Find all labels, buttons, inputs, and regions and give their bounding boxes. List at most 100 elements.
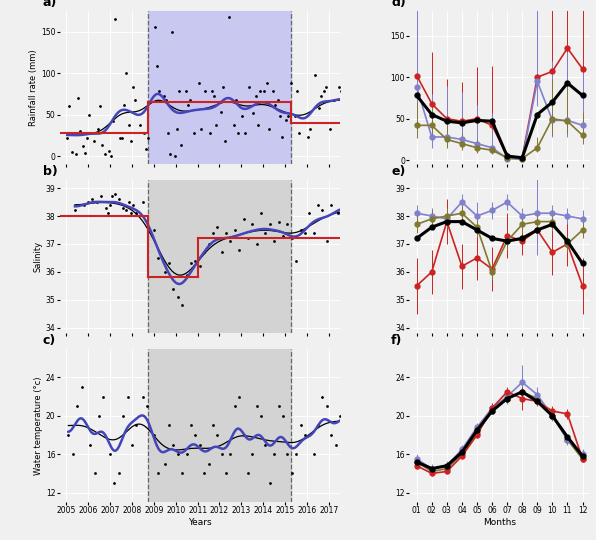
Point: [161, 95, 170, 104]
Point: [132, 209, 141, 218]
Point: [271, 100, 280, 109]
Point: [287, 234, 297, 242]
Point: [226, 237, 235, 246]
Point: [294, 129, 304, 137]
Bar: [148, 180, 291, 333]
Point: [187, 259, 196, 268]
X-axis label: Years: Years: [188, 518, 212, 527]
Point: [64, 431, 73, 440]
Point: [195, 262, 204, 271]
Point: [142, 402, 152, 410]
Point: [273, 95, 283, 104]
Point: [122, 69, 131, 77]
Point: [80, 148, 89, 157]
Point: [247, 450, 257, 458]
Point: [213, 223, 222, 232]
Point: [76, 127, 85, 136]
Point: [126, 137, 135, 145]
Point: [247, 220, 257, 229]
Point: [251, 92, 260, 100]
Point: [190, 129, 199, 137]
Point: [296, 226, 305, 234]
Point: [309, 450, 318, 458]
Point: [216, 108, 225, 117]
Point: [269, 450, 279, 458]
Point: [115, 133, 125, 142]
Point: [278, 411, 288, 420]
Point: [239, 431, 249, 440]
Point: [300, 228, 310, 237]
Point: [169, 440, 178, 449]
Bar: [148, 11, 291, 164]
Point: [209, 92, 219, 100]
Point: [283, 220, 292, 229]
Point: [269, 237, 279, 246]
Point: [153, 469, 163, 478]
Point: [65, 102, 74, 111]
Point: [290, 112, 300, 120]
Point: [85, 110, 94, 119]
Point: [265, 220, 275, 229]
Point: [234, 129, 243, 137]
Point: [185, 95, 195, 104]
Point: [230, 226, 240, 234]
Point: [284, 112, 293, 120]
Point: [322, 237, 331, 246]
Point: [73, 93, 83, 102]
Point: [160, 267, 169, 276]
Point: [256, 411, 266, 420]
Point: [260, 228, 270, 237]
Point: [195, 440, 204, 449]
Point: [181, 87, 190, 96]
Point: [117, 133, 127, 142]
Point: [182, 271, 191, 279]
Text: a): a): [43, 0, 57, 9]
Point: [174, 87, 184, 96]
Point: [243, 469, 253, 478]
Point: [315, 104, 324, 112]
Point: [139, 129, 148, 137]
Text: c): c): [43, 334, 56, 347]
Point: [274, 402, 284, 410]
Point: [291, 256, 301, 265]
Point: [119, 411, 128, 420]
Point: [264, 124, 274, 133]
Point: [196, 124, 206, 133]
Point: [334, 83, 344, 91]
Point: [321, 83, 331, 91]
Point: [283, 450, 292, 458]
Point: [286, 79, 296, 87]
Point: [153, 62, 162, 71]
Point: [72, 402, 82, 410]
Point: [167, 27, 177, 36]
Point: [231, 95, 241, 104]
Point: [70, 206, 80, 215]
Point: [327, 431, 336, 440]
Point: [104, 147, 114, 156]
Point: [131, 95, 140, 104]
Point: [325, 124, 335, 133]
Y-axis label: Water temperature (°c): Water temperature (°c): [34, 376, 43, 475]
Point: [170, 152, 179, 160]
Point: [135, 120, 144, 129]
Point: [207, 87, 216, 96]
Point: [105, 450, 115, 458]
Point: [277, 133, 287, 141]
Point: [291, 450, 301, 458]
Point: [327, 200, 336, 209]
Point: [316, 92, 326, 100]
Text: d): d): [391, 0, 406, 9]
Point: [68, 450, 77, 458]
Point: [166, 149, 175, 158]
Point: [178, 469, 187, 478]
Point: [79, 200, 88, 209]
Point: [300, 431, 310, 440]
Point: [275, 112, 284, 120]
Text: e): e): [391, 165, 405, 178]
Point: [141, 145, 151, 154]
Point: [213, 431, 222, 440]
Point: [67, 147, 76, 156]
Point: [310, 70, 319, 79]
Text: b): b): [43, 165, 58, 178]
Point: [78, 142, 88, 151]
